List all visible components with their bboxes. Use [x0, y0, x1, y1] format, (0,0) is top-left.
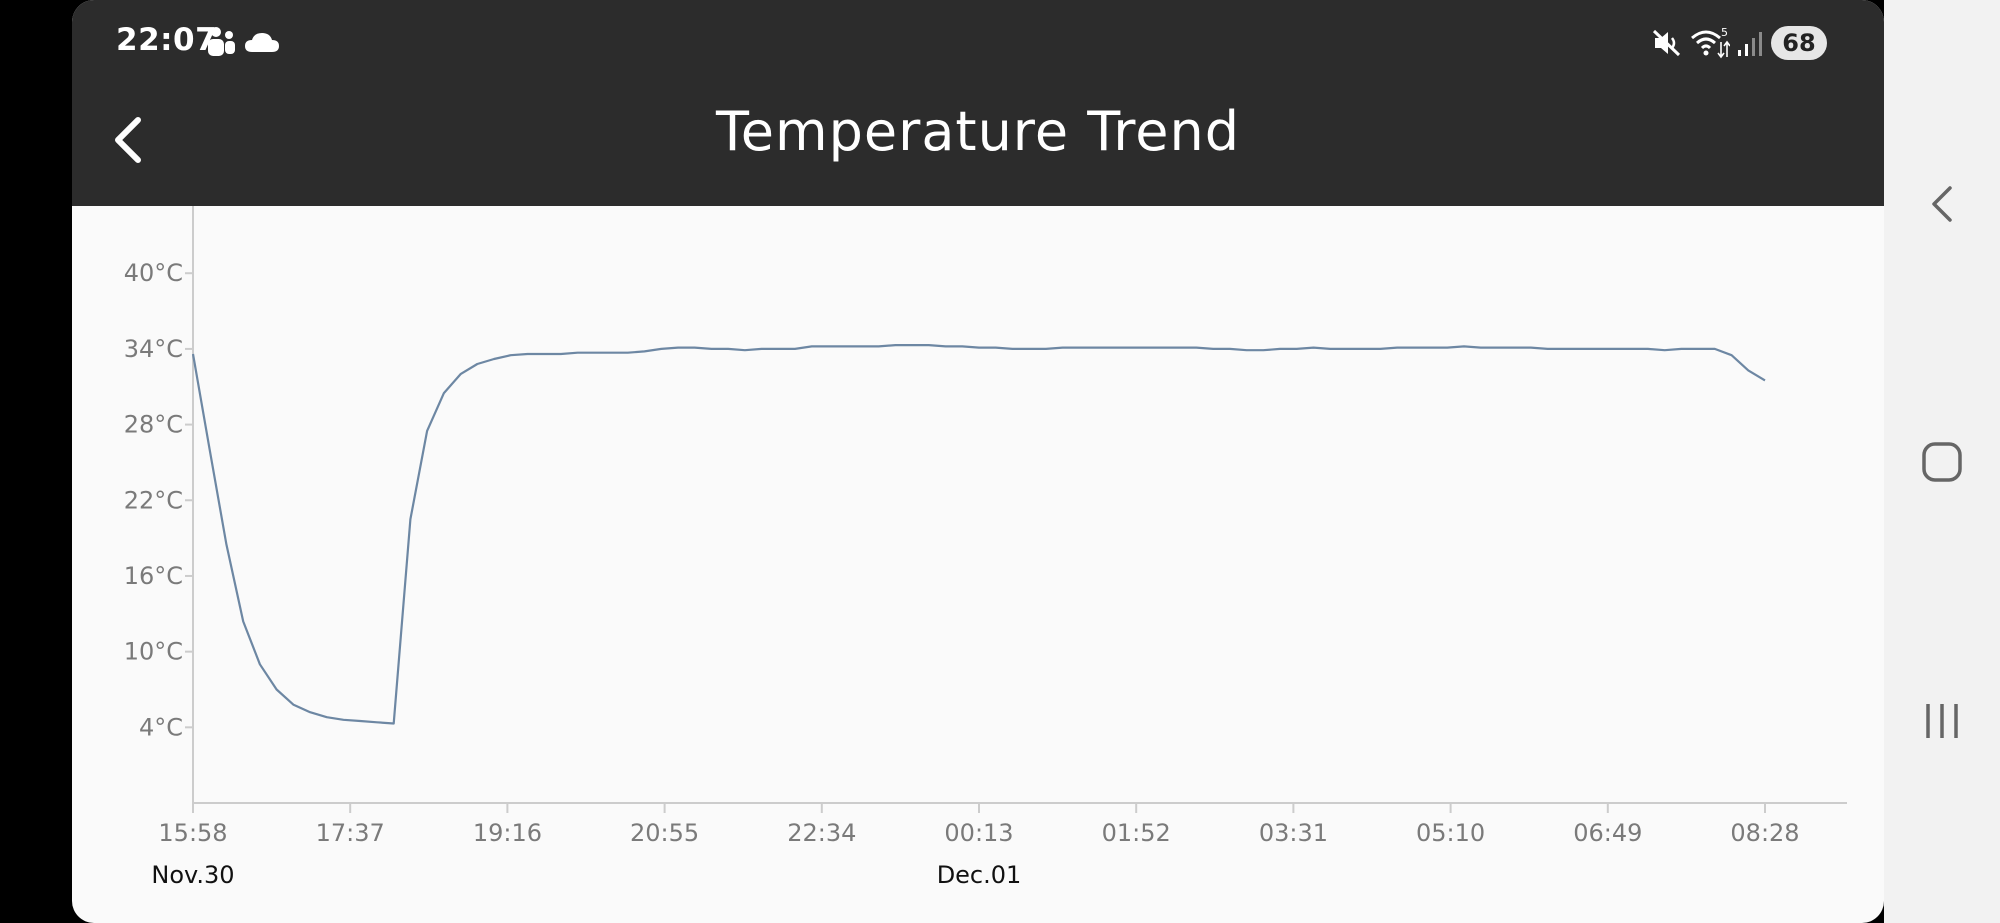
x-tick-label: 05:10 — [1416, 819, 1485, 847]
signal-icon — [1738, 32, 1762, 56]
y-tick-label: 40°C — [124, 259, 183, 287]
x-tick-label: 08:28 — [1730, 819, 1799, 847]
x-tick-label: 20:55 — [630, 819, 699, 847]
recents-nav-icon — [1926, 704, 1958, 738]
x-tick-label: 19:16 — [473, 819, 542, 847]
teams-icon — [208, 27, 235, 56]
y-tick-label: 4°C — [139, 713, 183, 741]
nav-home-button[interactable] — [1884, 406, 2000, 516]
nav-recents-button[interactable] — [1884, 664, 2000, 774]
app-header: 22:07 5 — [72, 0, 1884, 206]
nav-back-button[interactable] — [1884, 148, 2000, 258]
chevron-left-icon — [115, 117, 141, 163]
svg-text:5: 5 — [1721, 26, 1728, 39]
wifi-icon: 5 — [1691, 26, 1730, 59]
x-tick-label: 17:37 — [316, 819, 385, 847]
x-tick-label: 22:34 — [787, 819, 856, 847]
y-tick-label: 28°C — [124, 411, 183, 439]
x-tick-label: 00:13 — [944, 819, 1013, 847]
back-nav-icon — [1932, 186, 1952, 222]
cloud-icon — [245, 33, 279, 52]
x-date-label: Nov.30 — [151, 861, 234, 889]
temperature-series-line — [191, 344, 1766, 725]
x-date-label: Dec.01 — [937, 861, 1022, 889]
back-button[interactable] — [96, 104, 160, 176]
app-screen: 22:07 5 — [72, 0, 1884, 923]
status-time: 22:07 — [116, 22, 218, 58]
x-tick-label: 06:49 — [1573, 819, 1642, 847]
battery-level: 68 — [1782, 29, 1816, 57]
y-tick-label: 34°C — [124, 335, 183, 363]
y-tick-label: 10°C — [124, 638, 183, 666]
x-tick-label: 01:52 — [1102, 819, 1171, 847]
x-tick-label: 15:58 — [158, 819, 227, 847]
page-title: Temperature Trend — [715, 100, 1240, 163]
x-tick-label: 03:31 — [1259, 819, 1328, 847]
battery-icon: 68 — [1771, 26, 1827, 60]
mute-icon — [1652, 29, 1681, 57]
y-tick-label: 22°C — [124, 486, 183, 514]
system-nav-bar — [1884, 0, 2000, 923]
y-tick-label: 16°C — [124, 562, 183, 590]
chart-area: 4°C 10°C 16°C 22°C 28°C 34°C 40°C 15:58 17:37 19… — [72, 206, 1884, 923]
home-nav-icon — [1922, 442, 1962, 482]
temperature-chart: 4°C 10°C 16°C 22°C 28°C 34°C 40°C 15:58 17:37 19… — [124, 206, 1847, 889]
